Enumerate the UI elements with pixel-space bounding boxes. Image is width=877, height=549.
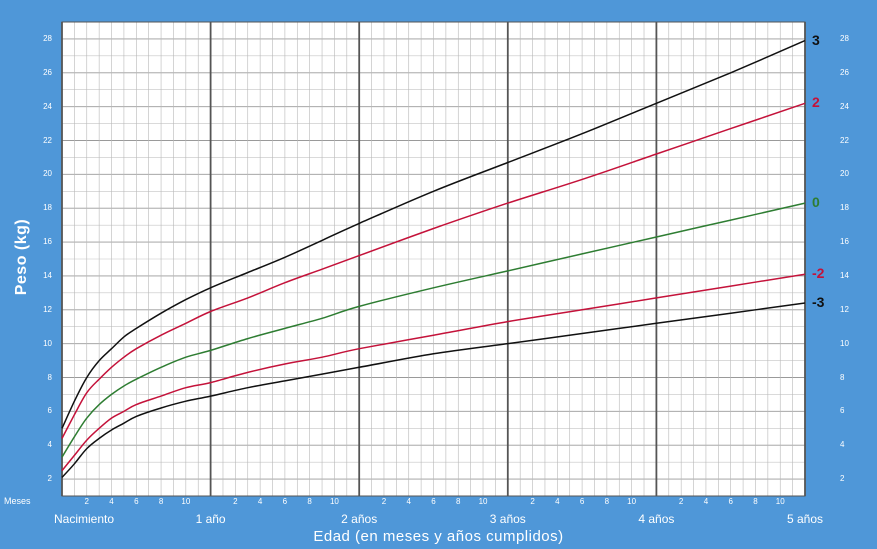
month-tick-label: 6: [579, 497, 585, 506]
y-tick-label-right: 26: [840, 67, 849, 77]
series-label-2: 2: [812, 94, 820, 111]
month-tick-label: 10: [329, 497, 339, 506]
month-tick-label: 4: [257, 497, 263, 506]
month-tick-label: 6: [134, 497, 139, 506]
y-tick-label-right: 16: [840, 237, 849, 247]
series-line-2: [61, 102, 806, 439]
y-tick-label-left: 10: [43, 338, 52, 348]
y-tick-label-right: 22: [840, 135, 849, 145]
y-tick-label-left: 28: [43, 33, 52, 43]
year-label: 1 año: [195, 512, 226, 526]
series-label-0: 0: [812, 194, 820, 211]
month-tick-label: 10: [627, 497, 637, 506]
y-tick-label-right: 6: [840, 406, 845, 416]
month-axis-label: Meses: [4, 496, 31, 506]
month-tick-label: 8: [604, 497, 610, 506]
y-tick-label-left: 14: [43, 270, 52, 280]
series-label--2: -2: [812, 265, 825, 282]
month-tick-label: 8: [753, 497, 758, 506]
y-tick-label-left: 12: [43, 304, 52, 314]
y-tick-label-right: 18: [840, 203, 849, 213]
year-label: Nacimiento: [53, 512, 115, 526]
y-tick-label-right: 28: [840, 33, 849, 43]
month-tick-label: 10: [478, 497, 488, 506]
month-tick-label: 2: [678, 497, 684, 506]
month-tick-label: 4: [555, 497, 560, 506]
y-tick-label-left: 20: [43, 169, 52, 179]
y-tick-label-right: 12: [840, 304, 849, 314]
series-line--3: [61, 302, 806, 478]
y-tick-label-left: 22: [43, 135, 52, 145]
year-label: 3 años: [489, 512, 526, 526]
y-tick-label-left: 8: [47, 372, 52, 382]
series-line-3: [61, 39, 806, 429]
month-tick-label: 4: [406, 497, 411, 506]
y-tick-label-left: 2: [47, 474, 52, 484]
month-tick-label: 10: [181, 497, 191, 506]
month-tick-label: 6: [728, 497, 733, 506]
y-tick-label-right: 24: [840, 101, 849, 111]
month-tick-label: 2: [530, 497, 535, 506]
month-tick-label: 4: [703, 497, 709, 506]
month-tick-label: 4: [109, 497, 114, 506]
series-line--2: [61, 273, 806, 472]
year-label: 4 años: [638, 512, 675, 526]
y-tick-label-left: 24: [43, 101, 52, 111]
month-tick-label: 10: [775, 497, 785, 506]
month-tick-label: 6: [431, 497, 436, 506]
y-tick-label-right: 2: [840, 474, 845, 484]
month-tick-label: 2: [233, 497, 238, 506]
y-tick-label-left: 6: [47, 406, 52, 416]
month-tick-label: 2: [84, 497, 89, 506]
year-label: 2 años: [341, 512, 378, 526]
y-tick-label-left: 4: [47, 440, 52, 450]
y-axis-title: Peso (kg): [13, 218, 30, 296]
y-tick-label-left: 26: [43, 67, 52, 77]
y-tick-label-left: 18: [43, 203, 52, 213]
series-label-3: 3: [812, 31, 820, 48]
month-tick-label: 8: [307, 497, 312, 506]
y-tick-label-right: 14: [840, 270, 849, 280]
plot-border: [61, 21, 806, 497]
x-axis-title: Edad (en meses y años cumplidos): [313, 528, 564, 545]
y-tick-label-right: 20: [840, 169, 849, 179]
month-tick-label: 2: [381, 497, 387, 506]
y-tick-label-left: 16: [43, 237, 52, 247]
month-tick-label: 8: [456, 497, 461, 506]
y-tick-label-right: 4: [840, 440, 845, 450]
month-tick-label: 8: [158, 497, 164, 506]
month-tick-label: 6: [282, 497, 288, 506]
series-line-0: [61, 202, 806, 458]
series-label--3: -3: [812, 294, 825, 310]
y-tick-label-right: 10: [840, 338, 849, 348]
year-label: 5 años: [786, 512, 824, 526]
y-tick-label-right: 8: [840, 372, 845, 382]
